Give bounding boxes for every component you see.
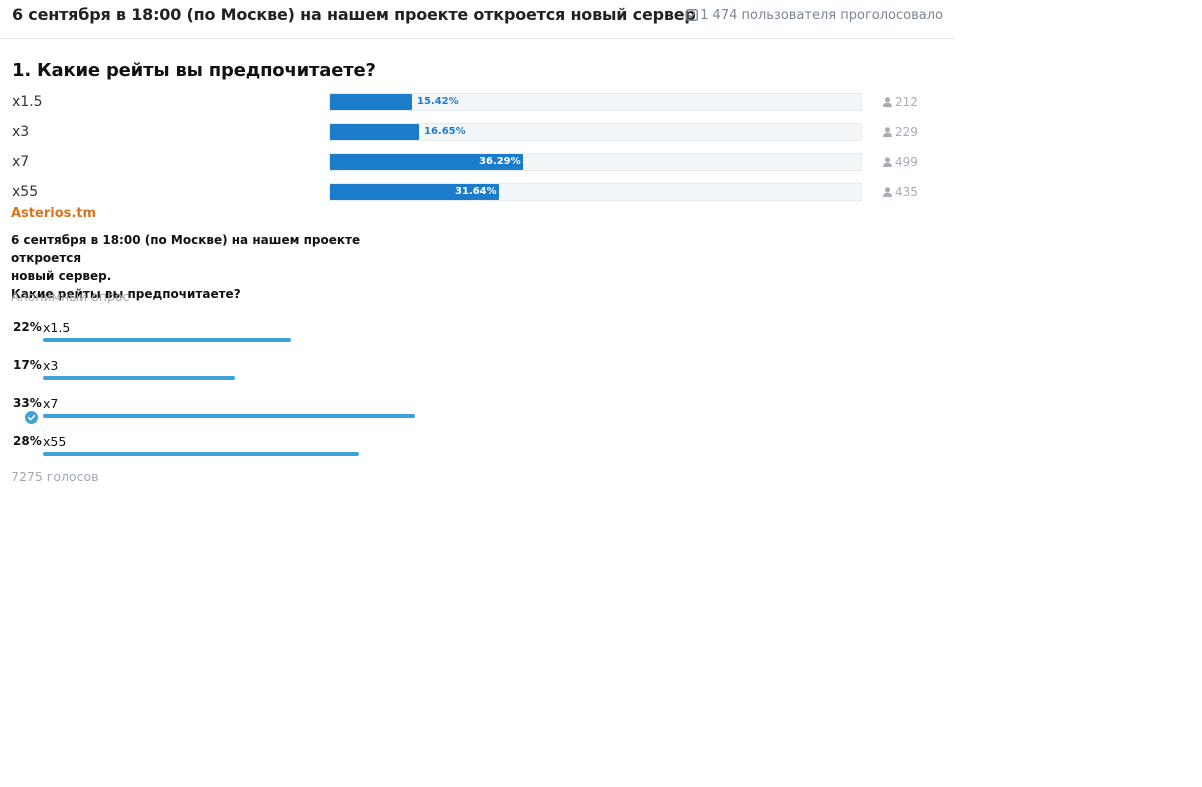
user-icon (883, 126, 892, 140)
poll-bar-fill (330, 154, 523, 170)
check-square-icon (686, 9, 699, 25)
option-label: x1.5 (43, 320, 71, 335)
option-bar (43, 452, 359, 456)
user-icon (883, 156, 892, 170)
option-percent: 17% (13, 358, 42, 372)
poll-option-percent: 31.64% (455, 186, 497, 197)
poll-option-percent: 15.42% (417, 96, 459, 107)
poll-option-count-text: 229 (895, 125, 918, 139)
poll-option-count-text: 435 (895, 185, 918, 199)
poll-option-percent: 16.65% (424, 126, 466, 137)
poll-result-row: x3 16.65% 229 (0, 123, 955, 143)
user-icon (883, 186, 892, 200)
poll-result-row: x1.5 15.42% 212 (0, 93, 955, 113)
poll-bar-fill (330, 124, 419, 140)
poll-option-count-text: 212 (895, 95, 918, 109)
poll-option-label: x3 (12, 124, 30, 140)
poll-type: Анонимный опрос (11, 289, 130, 304)
option-bar (43, 414, 415, 418)
poll-bar-fill (330, 184, 499, 200)
poll-option-count-text: 499 (895, 155, 918, 169)
poll-bar-track: 15.42% (329, 93, 862, 111)
telegram-poll-votes: 7275 голосов (11, 469, 99, 484)
option-label: x7 (43, 396, 59, 411)
telegram-poll-option: 17% x3 (0, 357, 450, 387)
poll-option-count: 229 (883, 125, 918, 140)
poll-bar-fill (330, 94, 412, 110)
poll-option-percent: 36.29% (479, 156, 521, 167)
question-line: Какие рейты вы предпочитаете? (11, 287, 241, 301)
telegram-poll-question: 6 сентября в 18:00 (по Москве) на нашем … (11, 231, 411, 303)
poll-total-votes: 1 474 пользователя проголосовало (686, 8, 943, 25)
option-bar (43, 338, 291, 342)
question-line: 6 сентября в 18:00 (по Москве) на нашем … (11, 233, 361, 265)
poll-option-count: 212 (883, 95, 918, 110)
poll-option-label: x55 (12, 184, 39, 200)
telegram-poll-option: 28% x55 (0, 433, 450, 463)
poll-option-count: 435 (883, 185, 918, 200)
poll-total-votes-text: 1 474 пользователя проголосовало (700, 8, 943, 23)
user-icon (883, 96, 892, 110)
check-circle-icon (25, 409, 38, 428)
option-label: x3 (43, 358, 59, 373)
option-bar (43, 376, 235, 380)
telegram-poll-option: 33% x7 (0, 395, 450, 425)
telegram-poll-option: 22% x1.5 (0, 319, 450, 349)
poll-bar-track: 36.29% (329, 153, 862, 171)
poll-result-row: x55 31.64% 435 (0, 183, 955, 203)
poll-result-row: x7 36.29% 499 (0, 153, 955, 173)
forum-poll-header: 6 сентября в 18:00 (по Москве) на нашем … (0, 0, 955, 39)
option-percent: 22% (13, 320, 42, 334)
poll-option-label: x1.5 (12, 94, 43, 110)
poll-title: 6 сентября в 18:00 (по Москве) на нашем … (12, 5, 696, 24)
channel-name[interactable]: Asterios.tm (11, 206, 97, 221)
option-percent: 28% (13, 434, 42, 448)
poll-question: 1. Какие рейты вы предпочитаете? (12, 60, 376, 81)
poll-option-count: 499 (883, 155, 918, 170)
poll-option-label: x7 (12, 154, 30, 170)
option-label: x55 (43, 434, 67, 449)
poll-bar-track: 16.65% (329, 123, 862, 141)
question-line: новый сервер. (11, 269, 112, 283)
option-percent: 33% (13, 396, 42, 410)
poll-bar-track: 31.64% (329, 183, 862, 201)
